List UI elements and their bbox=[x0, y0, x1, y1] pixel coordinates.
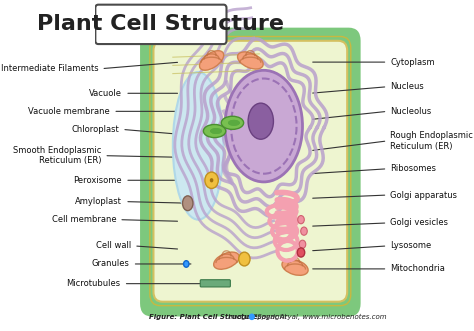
Text: Ribosomes: Ribosomes bbox=[391, 164, 437, 173]
Ellipse shape bbox=[221, 116, 244, 129]
Text: Amyloplast: Amyloplast bbox=[75, 197, 122, 206]
Text: C: C bbox=[250, 315, 254, 320]
Text: Smooth Endoplasmic
Reticulum (ER): Smooth Endoplasmic Reticulum (ER) bbox=[13, 146, 101, 166]
Ellipse shape bbox=[225, 70, 302, 182]
Ellipse shape bbox=[210, 128, 222, 134]
Ellipse shape bbox=[183, 261, 189, 267]
Text: Image Copyright: Image Copyright bbox=[227, 314, 290, 320]
Text: Golgi vesicles: Golgi vesicles bbox=[391, 218, 448, 227]
Ellipse shape bbox=[298, 215, 304, 224]
Ellipse shape bbox=[203, 124, 226, 138]
Text: Nucleus: Nucleus bbox=[391, 82, 424, 91]
Ellipse shape bbox=[200, 51, 224, 70]
Text: Granules: Granules bbox=[92, 260, 129, 268]
Ellipse shape bbox=[210, 178, 213, 182]
Text: Nucleolus: Nucleolus bbox=[391, 107, 432, 116]
FancyBboxPatch shape bbox=[95, 5, 227, 44]
Text: Plant Cell Structure: Plant Cell Structure bbox=[37, 14, 284, 34]
Ellipse shape bbox=[301, 227, 307, 235]
Circle shape bbox=[249, 314, 254, 319]
Text: Mitochondria: Mitochondria bbox=[391, 264, 445, 273]
Text: Microtubules: Microtubules bbox=[66, 279, 121, 288]
Text: Peroxisome: Peroxisome bbox=[73, 176, 122, 185]
Ellipse shape bbox=[205, 172, 219, 188]
Ellipse shape bbox=[173, 72, 224, 220]
Ellipse shape bbox=[214, 252, 239, 269]
Text: Golgi apparatus: Golgi apparatus bbox=[391, 191, 457, 200]
Text: Sagar Aryal, www.microbenotes.com: Sagar Aryal, www.microbenotes.com bbox=[255, 314, 386, 320]
Ellipse shape bbox=[237, 52, 263, 69]
Text: Lysosome: Lysosome bbox=[391, 241, 432, 251]
FancyBboxPatch shape bbox=[140, 28, 361, 316]
FancyBboxPatch shape bbox=[200, 280, 230, 287]
Text: Vacuole: Vacuole bbox=[89, 89, 122, 98]
Text: Cell membrane: Cell membrane bbox=[52, 215, 116, 224]
Ellipse shape bbox=[297, 248, 305, 257]
Text: Vacuole membrane: Vacuole membrane bbox=[28, 107, 110, 116]
Ellipse shape bbox=[182, 196, 193, 211]
Text: Intermediate Filaments: Intermediate Filaments bbox=[0, 64, 98, 73]
FancyBboxPatch shape bbox=[154, 41, 347, 302]
Ellipse shape bbox=[228, 120, 240, 126]
Text: Chloroplast: Chloroplast bbox=[72, 125, 119, 134]
Text: Cell wall: Cell wall bbox=[96, 241, 131, 251]
Text: Cytoplasm: Cytoplasm bbox=[391, 58, 435, 67]
Ellipse shape bbox=[228, 120, 240, 126]
Ellipse shape bbox=[239, 252, 250, 266]
Ellipse shape bbox=[299, 240, 306, 248]
Ellipse shape bbox=[231, 78, 297, 174]
Ellipse shape bbox=[248, 103, 273, 139]
Text: Figure: Plant Cell Structure,: Figure: Plant Cell Structure, bbox=[149, 314, 260, 320]
Ellipse shape bbox=[210, 128, 222, 134]
Text: Rough Endoplasmic
Reticulum (ER): Rough Endoplasmic Reticulum (ER) bbox=[391, 131, 474, 151]
Ellipse shape bbox=[282, 259, 308, 275]
